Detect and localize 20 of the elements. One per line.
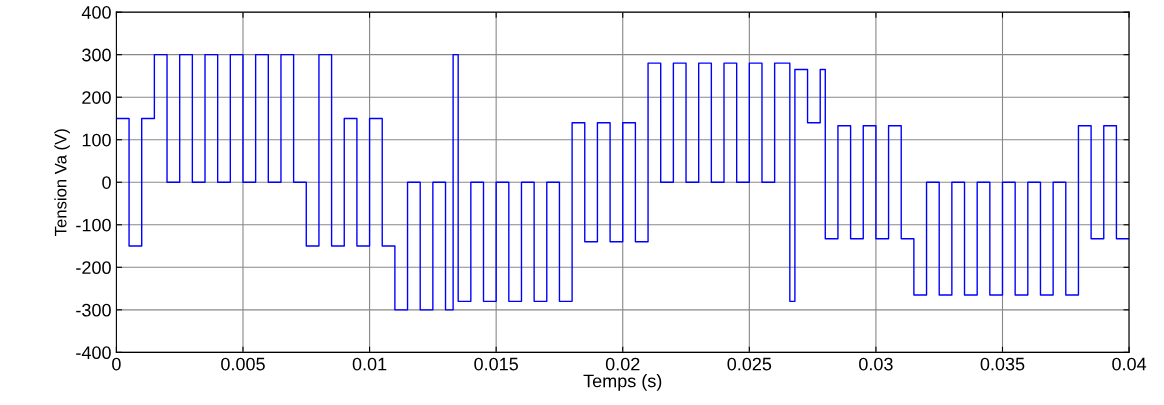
y-tick-label: -200 [76,261,111,275]
x-tick-label: 0.015 [474,357,518,371]
y-tick-label: 300 [82,48,111,62]
y-tick-label: -100 [76,218,111,232]
x-tick-label: 0 [112,357,121,371]
y-tick-label: -300 [76,303,111,317]
x-tick-label: 0.025 [727,357,772,371]
x-tick-label: 0.04 [1112,357,1147,371]
y-tick-label: 0 [102,176,111,189]
y-tick-label: 100 [82,133,111,147]
y-axis-title: Tension Va (V) [54,129,70,236]
x-axis-title: Temps (s) [583,374,662,391]
x-tick-label: 0.005 [221,357,265,371]
x-tick-label: 0.02 [605,357,640,371]
y-tick-label: -400 [76,346,111,360]
x-tick-label: 0.01 [352,357,387,371]
y-tick-label: 200 [82,91,111,104]
x-tick-label: 0.03 [859,357,893,371]
y-tick-label: 400 [81,6,111,19]
x-tick-label: 0.035 [980,357,1025,371]
